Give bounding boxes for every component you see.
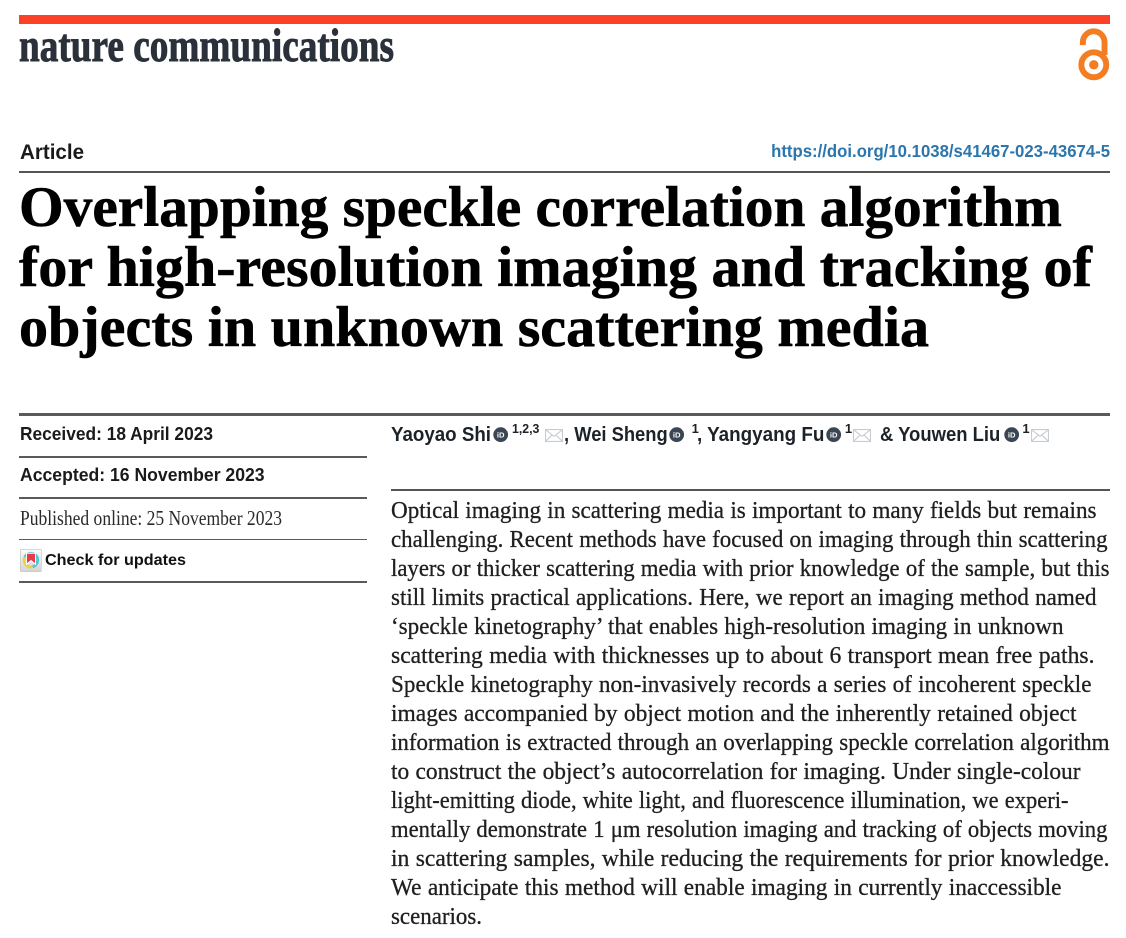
svg-text:iD: iD: [673, 431, 681, 440]
svg-text:iD: iD: [830, 431, 838, 440]
svg-text:iD: iD: [1007, 431, 1015, 440]
svg-text:iD: iD: [497, 431, 505, 440]
